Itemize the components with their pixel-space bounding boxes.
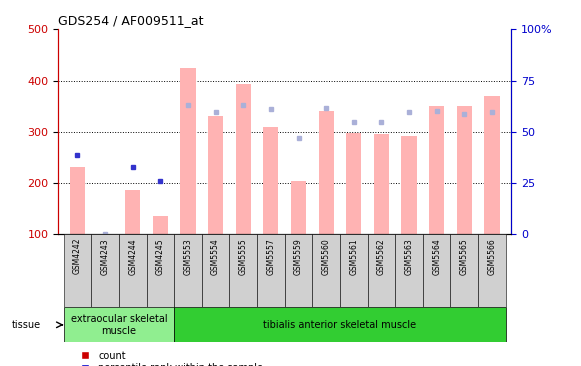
Text: GSM4242: GSM4242 bbox=[73, 238, 82, 274]
Text: GSM5564: GSM5564 bbox=[432, 238, 441, 274]
Text: GSM4243: GSM4243 bbox=[101, 238, 110, 274]
Text: tibialis anterior skeletal muscle: tibialis anterior skeletal muscle bbox=[263, 320, 417, 330]
Text: GSM5553: GSM5553 bbox=[184, 238, 192, 274]
Bar bbox=[202, 234, 229, 307]
Bar bbox=[236, 84, 251, 234]
Bar bbox=[485, 96, 500, 234]
Text: GSM5559: GSM5559 bbox=[294, 238, 303, 274]
Text: GSM5560: GSM5560 bbox=[322, 238, 331, 274]
Bar bbox=[263, 127, 278, 234]
Bar bbox=[146, 234, 174, 307]
Bar bbox=[208, 116, 223, 234]
Bar bbox=[291, 181, 306, 234]
Bar bbox=[450, 234, 478, 307]
Bar bbox=[368, 234, 395, 307]
Bar bbox=[180, 68, 196, 234]
Bar bbox=[174, 307, 505, 342]
Bar bbox=[125, 190, 140, 234]
Bar bbox=[429, 106, 444, 234]
Bar bbox=[285, 234, 313, 307]
Bar bbox=[374, 134, 389, 234]
Bar bbox=[401, 137, 417, 234]
Bar bbox=[340, 234, 368, 307]
Bar bbox=[64, 307, 174, 342]
Bar bbox=[229, 234, 257, 307]
Bar bbox=[318, 111, 333, 234]
Text: GSM5563: GSM5563 bbox=[404, 238, 414, 274]
Bar bbox=[119, 234, 146, 307]
Text: GDS254 / AF009511_at: GDS254 / AF009511_at bbox=[58, 14, 203, 27]
Text: GSM5565: GSM5565 bbox=[460, 238, 469, 274]
Text: extraocular skeletal
muscle: extraocular skeletal muscle bbox=[70, 314, 167, 336]
Text: GSM4244: GSM4244 bbox=[128, 238, 137, 274]
Text: GSM5557: GSM5557 bbox=[266, 238, 275, 274]
Bar bbox=[423, 234, 450, 307]
Bar bbox=[457, 106, 472, 234]
Bar bbox=[346, 133, 361, 234]
Text: GSM5566: GSM5566 bbox=[487, 238, 496, 274]
Bar bbox=[64, 234, 91, 307]
Text: GSM4245: GSM4245 bbox=[156, 238, 165, 274]
Bar bbox=[70, 167, 85, 234]
Bar bbox=[174, 234, 202, 307]
Bar bbox=[91, 234, 119, 307]
Legend: count, percentile rank within the sample, value, Detection Call = ABSENT, rank, : count, percentile rank within the sample… bbox=[75, 351, 264, 366]
Bar bbox=[395, 234, 423, 307]
Bar bbox=[478, 234, 505, 307]
Text: tissue: tissue bbox=[12, 320, 41, 330]
Text: GSM5554: GSM5554 bbox=[211, 238, 220, 274]
Bar bbox=[257, 234, 285, 307]
Text: GSM5562: GSM5562 bbox=[377, 238, 386, 274]
Text: GSM5555: GSM5555 bbox=[239, 238, 248, 274]
Text: GSM5561: GSM5561 bbox=[349, 238, 358, 274]
Bar bbox=[153, 216, 168, 234]
Bar bbox=[313, 234, 340, 307]
